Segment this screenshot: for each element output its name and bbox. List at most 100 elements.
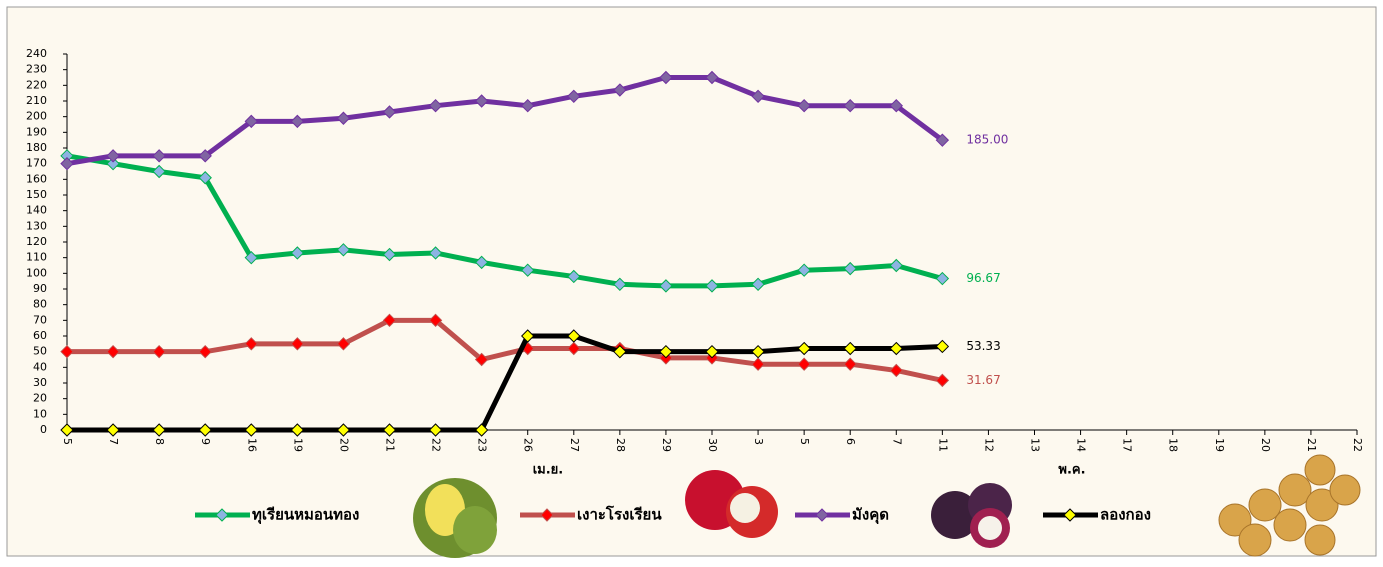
data-point [843,357,857,371]
y-tick-label: 130 [26,219,47,232]
y-tick-label: 170 [26,157,47,170]
data-point [198,149,212,163]
x-tick-label: 19 [1213,438,1226,452]
data-point [567,269,581,284]
data-point [751,277,765,292]
y-tick-label: 20 [33,392,47,405]
data-point [336,337,351,351]
data-point [705,279,719,293]
value-label: 53.33 [966,339,1000,353]
x-tick-label: 19 [291,438,304,452]
data-point [382,313,397,328]
data-point [244,114,258,129]
data-point [797,263,811,277]
y-tick-label: 60 [33,329,47,342]
data-point [382,423,397,437]
data-point [751,357,765,371]
data-point [60,156,74,171]
series-line [67,317,943,383]
data-point [935,373,950,388]
data-point [659,279,673,293]
data-point [152,344,166,359]
legend-label: มังคุด [852,506,889,525]
y-tick-label: 160 [26,172,47,185]
data-point [889,98,903,113]
x-tick-label: 29 [660,438,673,452]
y-tick-label: 30 [33,376,47,389]
legend-label: ทุเรียนหมอนทอง [252,506,359,525]
data-point [613,277,627,292]
legend-marker [540,508,554,522]
x-tick-label: 23 [476,438,489,452]
y-tick-label: 220 [26,78,47,91]
y-tick-label: 190 [26,125,47,138]
y-tick-label: 150 [26,188,47,201]
series-line [66,75,944,167]
x-tick-label: 21 [384,438,397,452]
legend-label: เงาะโรงเรียน [577,505,662,524]
data-point [889,258,903,273]
y-tick-label: 210 [26,94,47,107]
data-point [843,261,857,276]
legend-marker [1063,508,1077,522]
data-point [659,344,673,359]
data-point [935,271,950,286]
data-point [428,313,443,328]
data-point [336,111,351,125]
series-line [66,153,944,289]
data-point [613,344,627,359]
x-tick-label: 18 [1167,438,1180,452]
data-point [751,344,765,359]
data-point [152,423,166,437]
x-tick-label: 17 [1121,438,1134,452]
y-tick-label: 80 [33,298,47,311]
data-point [152,149,166,163]
data-point [705,70,719,85]
x-tick-label: 13 [1029,438,1042,452]
data-point [336,243,351,257]
data-point [889,341,903,356]
data-point [705,344,719,359]
data-point [428,423,443,437]
y-tick-label: 110 [26,251,47,264]
x-tick-label: 11 [936,438,949,452]
data-point [60,344,74,359]
legend-marker [815,508,829,522]
data-point [843,98,857,113]
value-label: 96.67 [966,271,1000,285]
data-point [198,344,212,359]
x-tick-label: 22 [430,438,443,452]
x-tick-label: 5 [61,438,74,445]
data-point [382,105,397,119]
x-tick-label: 26 [522,438,535,452]
data-point [935,339,950,354]
fruit-mangosteen [931,483,1012,548]
fruit-longkong [1218,454,1361,557]
data-point [244,250,258,265]
data-point [106,423,120,437]
data-point [474,94,489,108]
data-point [336,423,351,437]
y-tick-label: 140 [26,204,47,217]
y-tick-label: 120 [26,235,47,248]
x-tick-label: 9 [199,438,212,445]
series-line [67,333,943,433]
data-point [521,263,535,277]
data-point [106,344,120,359]
y-tick-label: 90 [33,282,47,295]
x-tick-label: 3 [752,438,765,445]
x-tick-label: 8 [153,438,166,445]
data-point [521,329,535,343]
data-point [797,357,811,371]
x-tick-label: 28 [614,438,627,452]
data-point [152,164,166,179]
x-tick-label: 6 [844,438,857,445]
data-point [659,70,673,85]
y-tick-label: 230 [26,63,47,76]
y-tick-label: 50 [33,345,47,358]
x-tick-label: 7 [890,438,903,445]
x-tick-label: 21 [1305,438,1318,452]
data-point [428,98,443,113]
data-point [843,341,857,356]
